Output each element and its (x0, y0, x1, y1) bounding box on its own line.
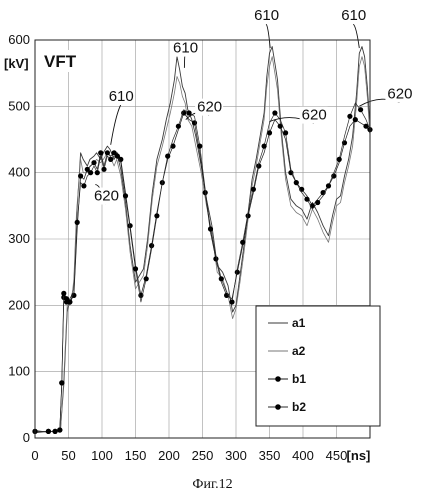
data-point-b2 (272, 110, 277, 115)
data-point-b2 (75, 220, 80, 225)
annotation-label: 620 (387, 85, 412, 102)
data-point-b2 (165, 154, 170, 159)
figure-caption: Фиг.12 (0, 477, 425, 493)
y-tick-label: 500 (8, 98, 30, 113)
data-point-b2 (315, 200, 320, 205)
data-point-b2 (53, 429, 58, 434)
legend-label: b1 (292, 372, 306, 386)
data-point-b2 (59, 380, 64, 385)
legend: a1 a2 b1 b2 (256, 306, 380, 426)
data-point-b2 (101, 167, 106, 172)
data-point-b2 (337, 157, 342, 162)
annotation-leader (353, 24, 359, 48)
annotation-label: 620 (94, 188, 119, 205)
data-point-b2 (95, 170, 100, 175)
y-tick-label: 100 (8, 364, 30, 379)
data-point-b2 (347, 114, 352, 119)
data-point-b2 (197, 144, 202, 149)
y-axis-ticks: 0 100 200 300 400 500 600 (8, 32, 30, 445)
x-tick-label: 350 (259, 448, 281, 463)
x-axis-label: [ns] (347, 448, 371, 463)
annotation-leader (184, 56, 185, 68)
data-point-b2 (208, 226, 213, 231)
annotation-label: 610 (254, 7, 279, 24)
data-point-b2 (88, 170, 93, 175)
annotation-leader (266, 24, 270, 48)
data-point-b1 (105, 150, 110, 155)
data-point-b2 (81, 183, 86, 188)
data-point-b2 (46, 429, 51, 434)
legend-label: b2 (292, 400, 306, 414)
data-point-b2 (229, 299, 234, 304)
data-point-b2 (133, 266, 138, 271)
data-point-b2 (61, 291, 66, 296)
x-axis-ticks: 0 50 100 150 200 250 300 350 400 450 (31, 448, 347, 463)
y-tick-label: 600 (8, 32, 30, 47)
data-point-b2 (115, 154, 120, 159)
annotation-label: 610 (341, 7, 366, 24)
legend-label: a1 (292, 316, 306, 330)
data-point-b2 (262, 144, 267, 149)
data-point-b1 (353, 117, 358, 122)
x-tick-label: 200 (158, 448, 180, 463)
data-point-b2 (326, 183, 331, 188)
y-axis-label: [kV] (4, 56, 29, 71)
data-point-b2 (154, 213, 159, 218)
annotation-label: 610 (109, 88, 134, 105)
annotation-label: 610 (173, 40, 198, 57)
annotation-leader (111, 105, 121, 145)
data-point-b2 (358, 107, 363, 112)
legend-box (256, 306, 380, 426)
x-tick-label: 300 (225, 448, 247, 463)
data-point-b2 (67, 299, 72, 304)
annotation-label: 620 (197, 99, 222, 116)
data-point-b1 (98, 150, 103, 155)
y-tick-label: 200 (8, 297, 30, 312)
annotation: 620 (186, 99, 223, 120)
data-point-b2 (283, 130, 288, 135)
x-tick-label: 50 (61, 448, 75, 463)
y-tick-label: 300 (8, 231, 30, 246)
legend-swatch-dot (275, 404, 281, 410)
y-tick-label: 400 (8, 165, 30, 180)
data-point-b2 (176, 124, 181, 129)
data-point-b2 (108, 157, 113, 162)
data-point-b1 (91, 160, 96, 165)
legend-swatch-dot (275, 376, 281, 382)
x-tick-label: 400 (292, 448, 314, 463)
annotation: 610 (171, 40, 199, 68)
annotation: 620 (270, 107, 328, 124)
annotation-label: 620 (302, 107, 327, 124)
annotation: 620 (92, 185, 120, 205)
data-point-b2 (240, 240, 245, 245)
annotation: 610 (339, 7, 367, 48)
data-point-b2 (304, 197, 309, 202)
x-tick-label: 100 (91, 448, 113, 463)
data-point-b2 (294, 180, 299, 185)
x-tick-label: 450 (326, 448, 348, 463)
data-point-b2 (251, 187, 256, 192)
chart-title: VFT (44, 52, 77, 71)
annotation: 610 (252, 7, 280, 48)
x-tick-label: 150 (125, 448, 147, 463)
data-point-b2 (123, 193, 128, 198)
y-tick-label: 0 (23, 430, 30, 445)
data-point-b2 (144, 276, 149, 281)
data-point-b2 (219, 276, 224, 281)
x-tick-label: 0 (31, 448, 38, 463)
annotation: 610 (107, 88, 135, 145)
data-point-b2 (57, 427, 62, 432)
legend-label: a2 (292, 344, 306, 358)
x-tick-label: 250 (192, 448, 214, 463)
data-point-b1 (78, 173, 83, 178)
